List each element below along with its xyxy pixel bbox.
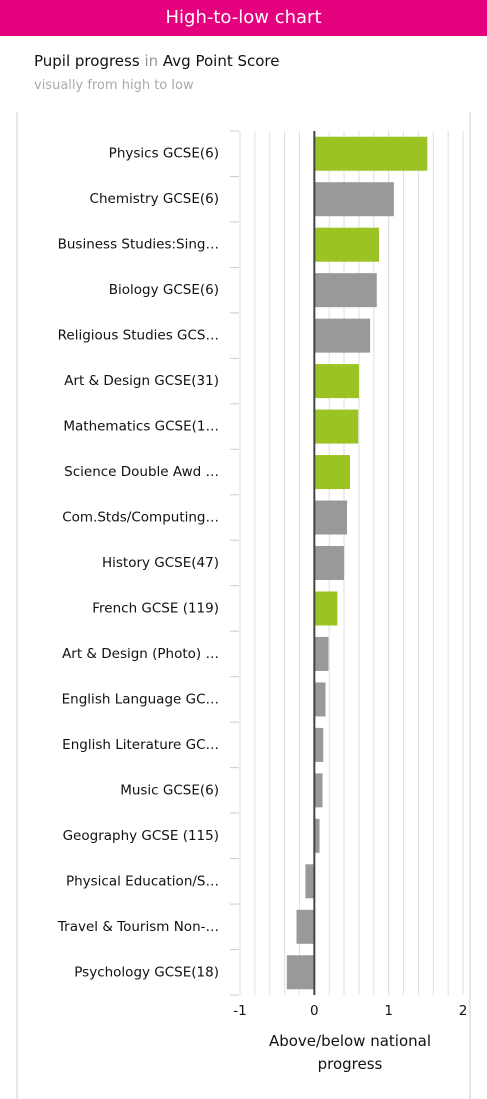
- x-tick-label: -1: [233, 1003, 246, 1019]
- y-tick-label: Biology GCSE(6): [109, 282, 219, 298]
- title-bar: High-to-low chart: [0, 0, 487, 36]
- bar: [305, 864, 315, 899]
- bar: [314, 500, 348, 535]
- bar: [314, 364, 359, 399]
- subtitle-part: Avg Point Score: [162, 52, 280, 70]
- bar: [296, 909, 315, 944]
- subtitle-part: Pupil progress: [34, 52, 140, 70]
- bar: [314, 818, 320, 853]
- bar: [314, 546, 345, 580]
- bar: [286, 955, 315, 990]
- x-tick-label: 2: [459, 1003, 468, 1019]
- note: visually from high to low: [34, 78, 194, 93]
- y-tick-label: Geography GCSE (115): [63, 828, 219, 844]
- bar: [314, 682, 326, 717]
- y-tick-label: Art & Design GCSE(31): [64, 373, 219, 389]
- y-tick-label: Music GCSE(6): [120, 782, 219, 798]
- y-tick-label: Religious Studies GCS…: [58, 328, 219, 344]
- bar: [314, 727, 324, 762]
- y-tick-label: Business Studies:Sing…: [58, 237, 219, 253]
- bar: [314, 636, 329, 671]
- bar: [314, 318, 371, 353]
- bar: [314, 227, 380, 262]
- y-tick-label: Mathematics GCSE(1…: [63, 419, 219, 435]
- bar: [314, 273, 377, 308]
- bar: [314, 409, 359, 444]
- y-tick-label: Art & Design (Photo) …: [62, 646, 219, 662]
- subtitle: Pupil progress in Avg Point Score: [34, 52, 280, 70]
- y-tick-label: Com.Stds/Computing…: [62, 510, 219, 526]
- bar: [314, 591, 338, 626]
- y-tick-label: French GCSE (119): [92, 600, 219, 616]
- x-tick-label: 1: [384, 1003, 393, 1019]
- y-tick-label: Chemistry GCSE(6): [90, 191, 219, 207]
- x-tick-label: 0: [310, 1003, 319, 1019]
- bar: [314, 182, 394, 217]
- y-tick-label: English Literature GC…: [62, 737, 219, 753]
- bar: [314, 773, 323, 808]
- bar: [314, 136, 428, 171]
- bar: [314, 455, 351, 490]
- y-tick-label: Physics GCSE(6): [109, 146, 219, 162]
- subtitle-part: in: [144, 52, 159, 70]
- y-tick-label: Psychology GCSE(18): [74, 964, 219, 980]
- y-tick-label: English Language GC…: [62, 691, 219, 707]
- x-axis-title: Above/below national progress: [268, 1032, 432, 1073]
- y-tick-label: History GCSE(47): [102, 555, 219, 571]
- y-tick-label: Physical Education/S…: [66, 873, 219, 889]
- y-tick-label: Science Double Awd …: [64, 464, 219, 480]
- y-tick-label: Travel & Tourism Non-…: [57, 919, 219, 935]
